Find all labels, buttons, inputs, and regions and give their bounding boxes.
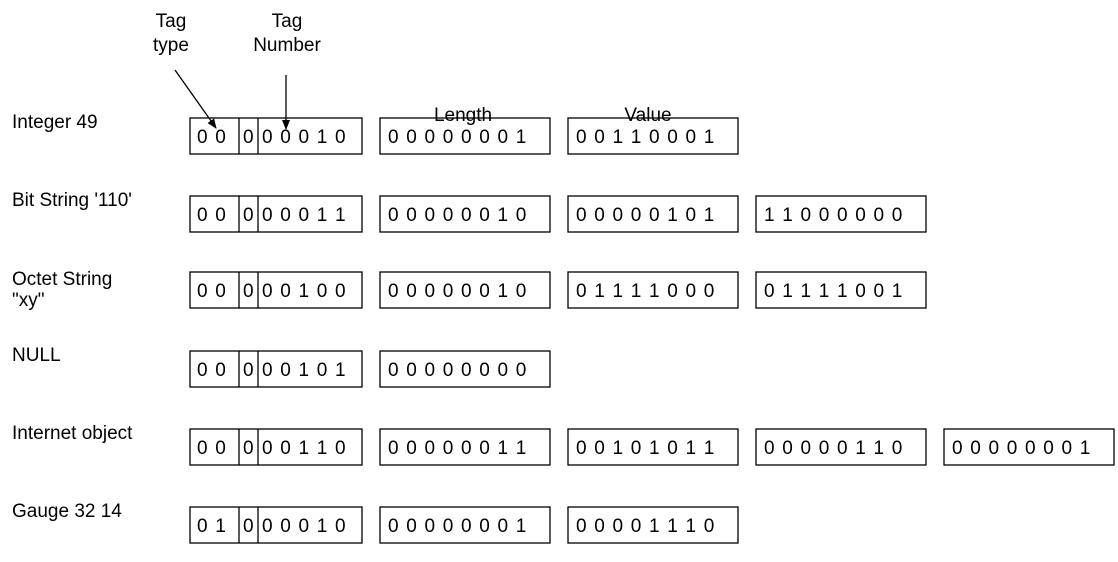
tag-number-header-line2: Number (253, 35, 321, 56)
row-label: Internet object (12, 423, 133, 444)
value-byte-box (567, 506, 739, 544)
tag-number-bits: 0 0 0 1 1 (262, 205, 347, 226)
tag-number-bits: 0 0 1 0 1 (262, 360, 347, 381)
length-byte-box (379, 506, 551, 544)
tag-pc-bit: 0 (243, 281, 255, 302)
tag-type-header-line2: type (153, 35, 189, 56)
value-byte-box (567, 195, 739, 233)
tag-number-bits: 0 0 1 0 0 (262, 281, 347, 302)
tag-pc-bit: 0 (243, 127, 255, 148)
value-byte-box (567, 117, 739, 155)
value-byte-box (567, 428, 739, 466)
tag-class-bits: 0 0 (197, 438, 227, 459)
length-bits: 0 0 0 0 0 0 1 0 (388, 281, 528, 302)
tag-class-bits: 0 0 (197, 281, 227, 302)
value-bits: 0 0 0 0 0 0 0 1 (952, 438, 1092, 459)
row-label: Octet String (12, 269, 112, 290)
value-bits: 0 0 0 0 0 1 0 1 (576, 205, 716, 226)
value-byte-box (755, 271, 927, 309)
tag-number-header-line1: Tag (272, 11, 303, 32)
tag-byte-box (189, 428, 363, 466)
value-bits: 0 0 1 1 0 0 0 1 (576, 127, 716, 148)
value-bits: 0 1 1 1 1 0 0 1 (764, 281, 904, 302)
value-bits: 0 0 0 0 1 1 1 0 (576, 516, 716, 537)
length-bits: 0 0 0 0 0 0 1 1 (388, 438, 528, 459)
length-byte-box (379, 271, 551, 309)
length-header: Length (434, 105, 492, 126)
length-byte-box (379, 117, 551, 155)
value-byte-box (567, 271, 739, 309)
length-bits: 0 0 0 0 0 0 1 0 (388, 205, 528, 226)
tag-byte-box (189, 506, 363, 544)
tag-class-bits: 0 0 (197, 205, 227, 226)
length-bits: 0 0 0 0 0 0 0 1 (388, 127, 528, 148)
encoding-row: NULL 0 0 0 0 0 1 0 1 0 0 0 0 0 0 0 0 (12, 345, 551, 388)
value-byte-box (755, 428, 927, 466)
encoding-row: Gauge 32 14 0 1 0 0 0 0 1 0 0 0 0 0 0 0 0 1 0… (12, 501, 739, 544)
tag-type-header-line1: Tag (156, 11, 187, 32)
value-bits: 0 0 1 0 1 0 1 1 (576, 438, 716, 459)
tag-byte-box (189, 117, 363, 155)
tag-number-bits: 0 0 0 1 0 (262, 516, 347, 537)
tag-class-bits: 0 0 (197, 127, 227, 148)
value-header: Value (624, 105, 671, 126)
tag-pc-bit: 0 (243, 205, 255, 226)
encoding-row: Internet object 0 0 0 0 0 1 1 0 0 0 0 0 0 0 … (12, 423, 1115, 466)
value-bits: 1 1 0 0 0 0 0 0 (764, 205, 904, 226)
length-bits: 0 0 0 0 0 0 0 1 (388, 516, 528, 537)
length-byte-box (379, 350, 551, 388)
value-byte-box (943, 428, 1115, 466)
row-label: NULL (12, 345, 61, 366)
tag-class-bits: 0 1 (197, 516, 227, 537)
length-bits: 0 0 0 0 0 0 0 0 (388, 360, 528, 381)
row-label: Integer 49 (12, 112, 98, 133)
encoding-row: Bit String '110' 0 0 0 0 0 0 1 1 0 0 0 0 0 0… (12, 190, 927, 233)
tag-type-arrow (174, 69, 217, 129)
row-label: Bit String '110' (12, 190, 132, 211)
value-bits: 0 1 1 1 1 0 0 0 (576, 281, 716, 302)
length-byte-box (379, 428, 551, 466)
value-bits: 0 0 0 0 0 1 1 0 (764, 438, 904, 459)
tag-byte-box (189, 350, 363, 388)
encoding-row: Octet String"xy" 0 0 0 0 0 1 0 0 0 0 0 0 0 0… (12, 269, 927, 311)
row-label: Gauge 32 14 (12, 501, 122, 522)
encoding-row: Integer 49 0 0 0 0 0 0 1 0 0 0 0 0 0 0 0 1 0 … (12, 112, 739, 155)
tag-byte-box (189, 271, 363, 309)
tag-pc-bit: 0 (243, 360, 255, 381)
encoding-rows: Integer 49 0 0 0 0 0 0 1 0 0 0 0 0 0 0 0 1 0 … (12, 112, 1115, 544)
tag-number-bits: 0 0 1 1 0 (262, 438, 347, 459)
tag-pc-bit: 0 (243, 438, 255, 459)
tag-byte-box (189, 195, 363, 233)
tag-class-bits: 0 0 (197, 360, 227, 381)
tag-number-bits: 0 0 0 1 0 (262, 127, 347, 148)
value-byte-box (755, 195, 927, 233)
tag-pc-bit: 0 (243, 516, 255, 537)
row-label: "xy" (12, 290, 45, 311)
length-byte-box (379, 195, 551, 233)
